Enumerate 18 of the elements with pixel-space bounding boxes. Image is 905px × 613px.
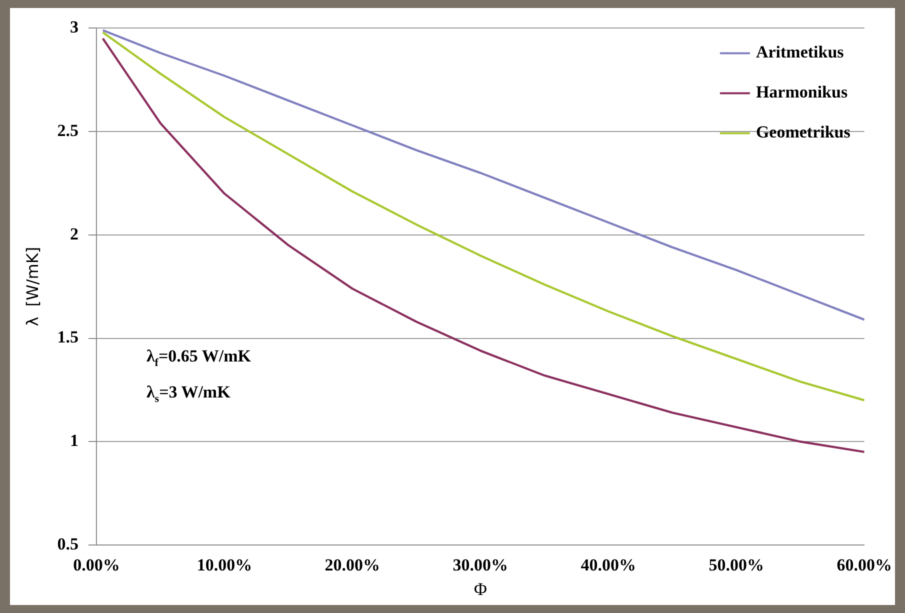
x-tick-label: 50.00% bbox=[708, 556, 764, 575]
legend-label: Aritmetikus bbox=[756, 42, 844, 62]
legend-label: Harmonikus bbox=[756, 82, 848, 102]
y-axis-title: λ [W/mK] bbox=[22, 246, 42, 326]
x-tick-label: 20.00% bbox=[324, 556, 380, 575]
x-tick-label: 30.00% bbox=[452, 556, 508, 575]
y-tick-label: 0.5 bbox=[57, 534, 78, 554]
x-tick-label: 0.00% bbox=[73, 556, 120, 575]
y-tick-label: 3 bbox=[70, 18, 78, 37]
y-tick-label: 2.5 bbox=[57, 120, 78, 140]
legend-label: Geometrikus bbox=[756, 122, 851, 142]
x-axis-title: Φ bbox=[474, 578, 487, 599]
y-tick-label: 2 bbox=[70, 224, 78, 244]
x-tick-label: 60.00% bbox=[836, 556, 892, 575]
x-tick-label: 40.00% bbox=[580, 556, 636, 575]
y-tick-label: 1 bbox=[70, 431, 78, 450]
y-tick-label: 1.5 bbox=[57, 328, 78, 347]
x-tick-label: 10.00% bbox=[196, 556, 252, 575]
